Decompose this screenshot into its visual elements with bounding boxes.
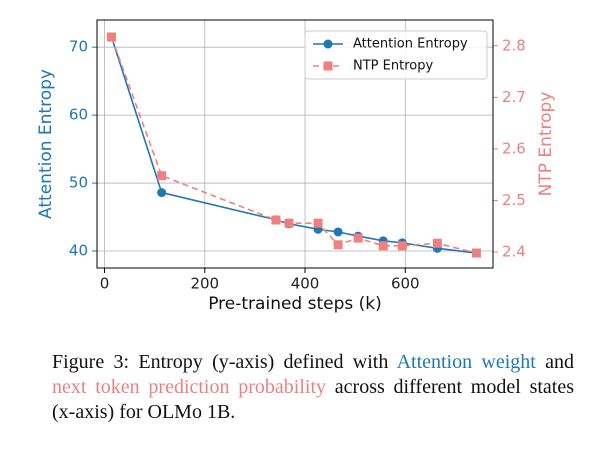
marker xyxy=(432,238,442,248)
marker xyxy=(378,241,388,251)
x-tick-label: 400 xyxy=(291,275,320,293)
legend-box xyxy=(304,30,488,80)
caption: Figure 3: Entropy (y-axis) defined with … xyxy=(52,350,574,425)
marker xyxy=(333,240,343,250)
marker xyxy=(471,248,481,258)
caption-part: and xyxy=(535,351,575,373)
plot-frame xyxy=(96,19,494,269)
marker xyxy=(157,188,167,198)
x-tick-label: 0 xyxy=(100,275,110,293)
marker xyxy=(107,32,117,42)
legend-marker xyxy=(323,39,333,49)
x-tick-label: 600 xyxy=(391,275,420,293)
y2-tick-label: 2.6 xyxy=(502,139,526,157)
legend-label: Attention Entropy xyxy=(353,37,468,52)
caption-part: Figure 3: Entropy (y-axis) defined with xyxy=(52,351,397,373)
legend-marker xyxy=(323,61,333,71)
marker xyxy=(397,241,407,251)
x-axis-label: Pre-trained steps (k) xyxy=(208,294,382,314)
y-tick-label: 60 xyxy=(69,106,88,124)
y2-axis-label: NTP Entropy xyxy=(536,92,556,197)
caption-part: next token prediction probability xyxy=(52,376,327,398)
y-tick-label: 70 xyxy=(69,38,88,56)
marker xyxy=(271,215,281,225)
chart: 0 200 400 600 40 50 60 70 2.4 2.5 2.6 2.7 2.8 Pre-tra… xyxy=(36,19,556,314)
caption-part: Attention weight xyxy=(396,351,536,373)
marker xyxy=(353,233,363,243)
x-tick-label: 200 xyxy=(190,275,219,293)
caption-part: across different model states (x-axis) f… xyxy=(52,376,575,423)
y2-tick-label: 2.4 xyxy=(502,243,526,261)
y-axis-label: Attention Entropy xyxy=(36,69,56,219)
y2-tick-label: 2.5 xyxy=(502,191,526,209)
marker xyxy=(313,218,323,228)
marker xyxy=(157,171,167,181)
y-tick-label: 50 xyxy=(69,174,88,192)
legend-label: NTP Entropy xyxy=(353,59,433,74)
y-tick-label: 40 xyxy=(69,242,88,260)
y2-tick-label: 2.7 xyxy=(502,88,526,106)
marker xyxy=(284,218,294,228)
y2-tick-label: 2.8 xyxy=(502,36,526,54)
marker xyxy=(333,227,343,237)
